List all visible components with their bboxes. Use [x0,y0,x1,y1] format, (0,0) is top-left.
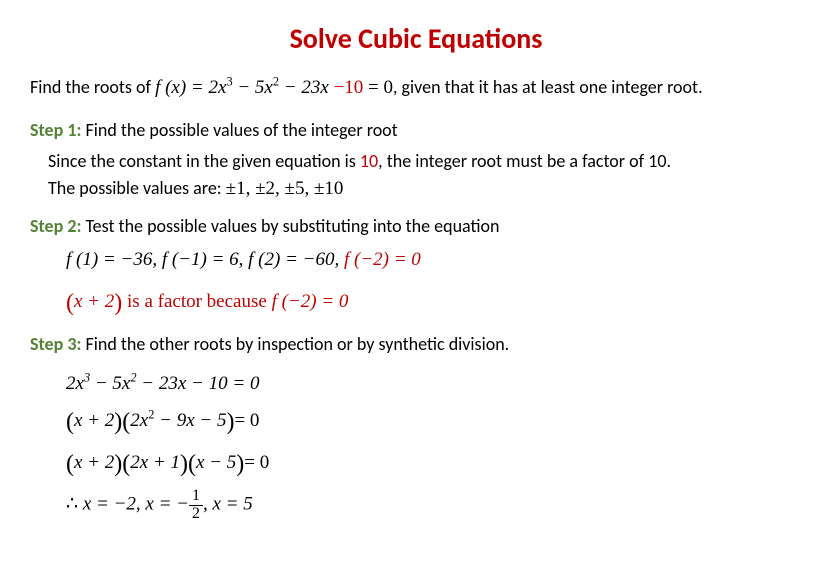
eq-minus: − [334,77,345,98]
step2-text: Test the possible values by substituting… [81,215,499,237]
factor-inside: x + 2 [74,291,114,312]
eq2-f2b: − 9x − 5 [154,410,226,431]
step1-block: Step 1: Find the possible values of the … [30,117,802,204]
step3-eq1: 2x3 − 5x2 − 23x − 10 = 0 [30,370,802,399]
eq-zero: = 0 [363,77,393,98]
therefore: ∴ [66,494,83,515]
eq1-b: − 5x [90,373,130,394]
step2-tests-vals: f (1) = −36, f (−1) = 6, f (2) = −60, [66,249,344,270]
sol-a: x = −2, x = − [83,494,189,515]
eq2-f1: x + 2 [74,410,114,431]
step2-block: Step 2: Test the possible values by subs… [30,213,802,321]
step3-eq2: (x + 2)(2x2 − 9x − 5)= 0 [30,404,802,440]
factor-mid: is a factor because [122,291,271,312]
eq3-end: = 0 [244,452,269,473]
step1-detail: Since the constant in the given equation… [30,148,802,204]
problem-equation: f (x) = 2x3 − 5x2 − 23x −10 = 0 [155,77,393,98]
step1-label: Step 1: [30,119,81,141]
step3-eq3: (x + 2)(2x + 1)(x − 5)= 0 [30,446,802,482]
sol-num: 1 [189,488,203,506]
step3-solution: ∴ x = −2, x = −12, x = 5 [30,488,802,523]
eq-t3: − 23x [279,77,334,98]
step1-line1a: Since the constant in the given equation… [48,150,360,172]
eq3-f3: x − 5 [196,452,236,473]
step2-zerotest: f (−2) = 0 [344,249,421,270]
eq1-a: 2x [66,373,84,394]
page-title: Solve Cubic Equations [30,18,802,60]
problem-prefix: Find the roots of [30,76,155,98]
step3-text: Find the other roots by inspection or by… [81,333,509,355]
eq3-f1: x + 2 [74,452,114,473]
step1-values: ±1, ±2, ±5, ±10 [226,178,344,199]
eq2-end: = 0 [234,410,259,431]
step2-label: Step 2: [30,215,81,237]
problem-statement: Find the roots of f (x) = 2x3 − 5x2 − 23… [30,74,802,103]
eq3-lp3: ( [188,451,196,477]
problem-suffix: , given that it has at least one integer… [393,76,703,98]
eq3-lp1: ( [66,451,74,477]
eq2-f2a: 2x [130,410,148,431]
step1-const: 10 [360,150,378,172]
step3-label: Step 3: [30,333,81,355]
eq-func: f (x) = 2x [155,77,226,98]
step1-text: Find the possible values of the integer … [81,119,397,141]
sol-den: 2 [189,506,203,523]
step2-factor-line: (x + 2) is a factor because f (−2) = 0 [30,285,802,321]
step2-tests: f (1) = −36, f (−1) = 6, f (2) = −60, f … [30,246,802,275]
sol-b: , x = 5 [203,494,253,515]
factor-lparen: ( [66,290,74,316]
step1-line1b: , the integer root must be a factor of 1… [378,150,671,172]
eq1-d: − 23x − 10 = 0 [137,373,260,394]
sol-frac: 12 [189,488,203,523]
eq2-lp1: ( [66,409,74,435]
eq3-rp2: ) [180,451,188,477]
eq-t2: − 5x [233,77,273,98]
factor-reason: f (−2) = 0 [272,291,349,312]
step3-block: Step 3: Find the other roots by inspecti… [30,331,802,523]
eq-const: 10 [344,77,363,98]
step1-line2a: The possible values are: [48,177,226,199]
eq3-f2: 2x + 1 [130,452,180,473]
